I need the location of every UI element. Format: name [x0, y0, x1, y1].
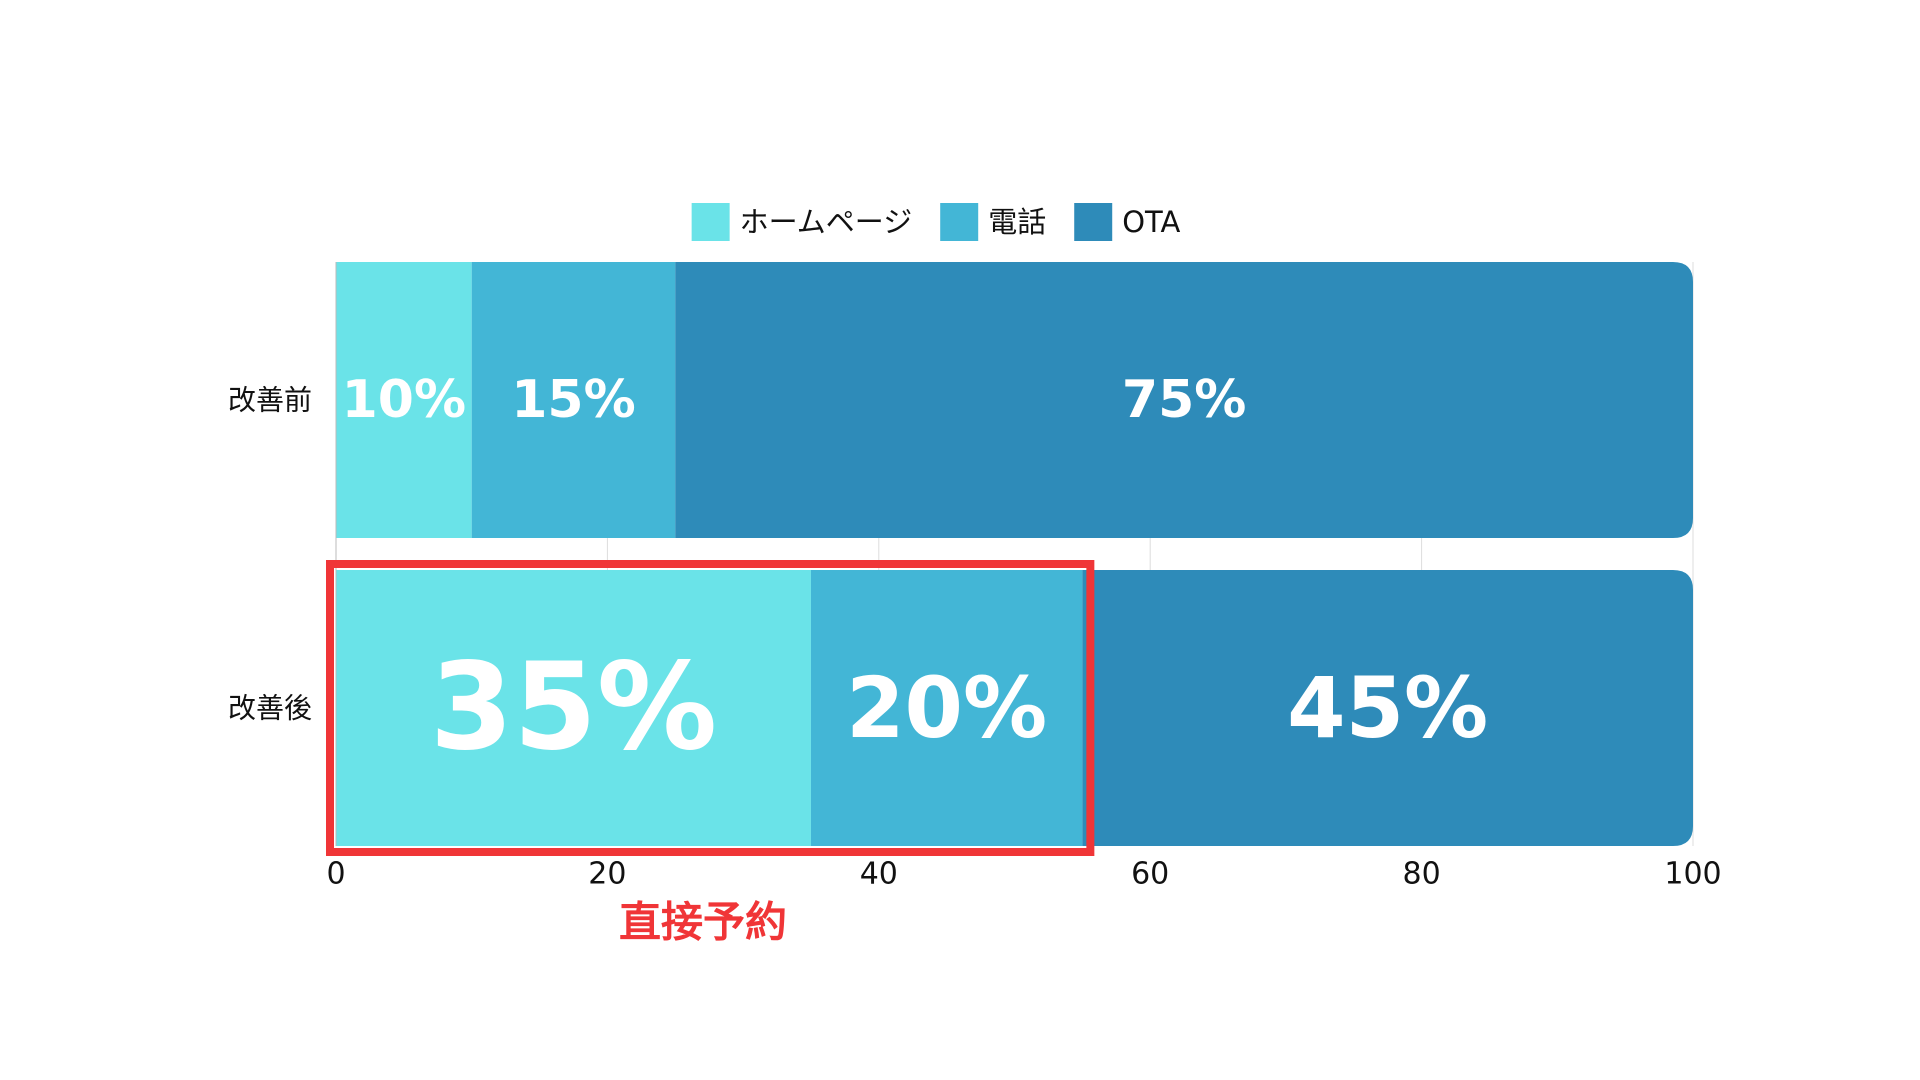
bar-segment [675, 262, 1693, 538]
legend-swatch [1074, 203, 1113, 241]
bars [336, 262, 1693, 846]
data-label: 15% [511, 370, 635, 430]
highlight: 直接予約 [326, 560, 1095, 947]
x-tick-label: 80 [1403, 857, 1441, 892]
bar-segment [336, 570, 811, 846]
data-label: 45% [1287, 659, 1488, 757]
x-tick-label: 0 [326, 857, 345, 892]
bar-segment [336, 262, 472, 538]
legend-label: OTA [1122, 205, 1180, 239]
x-tick-label: 20 [588, 857, 626, 892]
annotation-label: 直接予約 [619, 898, 787, 947]
legend: ホームページ 電話 OTA [691, 203, 1181, 241]
bar-segment [810, 570, 1083, 846]
data-label: 20% [846, 659, 1047, 757]
bar-segment [1082, 570, 1693, 846]
category-label: 改善後 [228, 692, 312, 725]
data-label: 75% [1122, 370, 1246, 430]
category-label: 改善前 [228, 384, 312, 417]
x-tick-label: 40 [860, 857, 898, 892]
data-label: 10% [342, 370, 466, 430]
legend-label: 電話 [988, 205, 1046, 239]
x-axis: 0 20 40 60 80 100 [326, 262, 1722, 892]
legend-label: ホームページ [740, 205, 913, 239]
x-tick-label: 100 [1664, 857, 1721, 892]
data-label: 35% [430, 639, 717, 778]
legend-swatch [691, 203, 730, 241]
value-labels: 10% 15% 75% 35% 20% 45% [342, 370, 1489, 778]
legend-swatch [940, 203, 979, 241]
highlight-box [326, 560, 1095, 856]
x-tick-label: 60 [1131, 857, 1169, 892]
bar-segment [471, 262, 676, 538]
